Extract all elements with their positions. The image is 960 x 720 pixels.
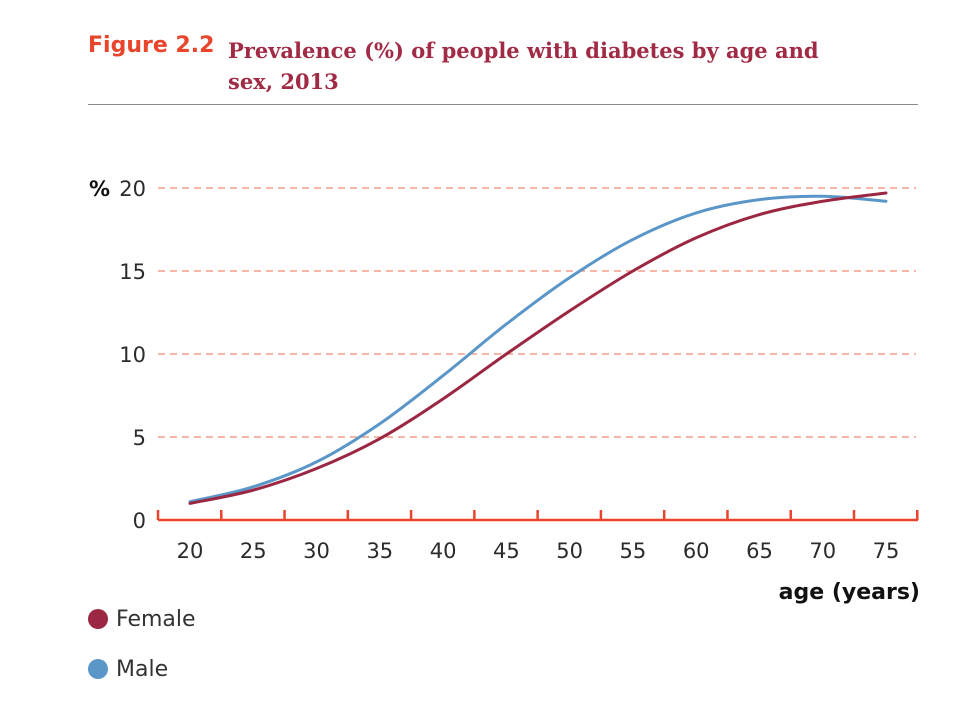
figure-title: Prevalence (%) of people with diabetes b…: [228, 38, 819, 94]
x-tick-label-65: 65: [746, 539, 773, 563]
x-tick-label-70: 70: [809, 539, 836, 563]
legend-item-male: Male: [88, 644, 196, 694]
male-swatch-icon: [88, 659, 108, 679]
legend-item-female: Female: [88, 594, 196, 644]
x-tick-label-75: 75: [873, 539, 900, 563]
legend-label-male: Male: [116, 656, 169, 682]
x-axis-labels: 20 25 30 35 40 45 50 55 60 65 70 75: [177, 539, 900, 563]
x-tick-label-45: 45: [493, 539, 520, 563]
x-tick-label-55: 55: [620, 539, 647, 563]
series-lines: [188, 191, 888, 505]
y-axis-labels: 0 5 10 15 20%: [89, 177, 146, 533]
x-tick-label-60: 60: [683, 539, 710, 563]
y-tick-label-20: 20: [119, 177, 146, 201]
x-tick-label-20: 20: [177, 539, 204, 563]
x-tick-label-35: 35: [366, 539, 393, 563]
legend: Female Male: [88, 594, 196, 694]
y-axis-unit: %: [89, 177, 110, 201]
gridlines: [158, 187, 916, 438]
y-tick-label-0: 0: [133, 509, 146, 533]
y-tick-label-10: 10: [119, 343, 146, 367]
x-tick-label-30: 30: [303, 539, 330, 563]
series-line-female: [188, 191, 888, 505]
x-tick-label-40: 40: [430, 539, 457, 563]
legend-label-female: Female: [116, 606, 196, 632]
y-tick-label-5: 5: [133, 426, 146, 450]
series-line-male: [188, 194, 888, 504]
title-divider: [88, 104, 918, 105]
x-tick-label-25: 25: [240, 539, 267, 563]
female-swatch-icon: [88, 609, 108, 629]
x-axis-title: age (years): [778, 580, 920, 605]
x-tick-label-50: 50: [556, 539, 583, 563]
x-axis: [156, 510, 919, 522]
figure-label: Figure 2.2: [88, 33, 215, 58]
y-tick-label-15: 15: [119, 260, 146, 284]
